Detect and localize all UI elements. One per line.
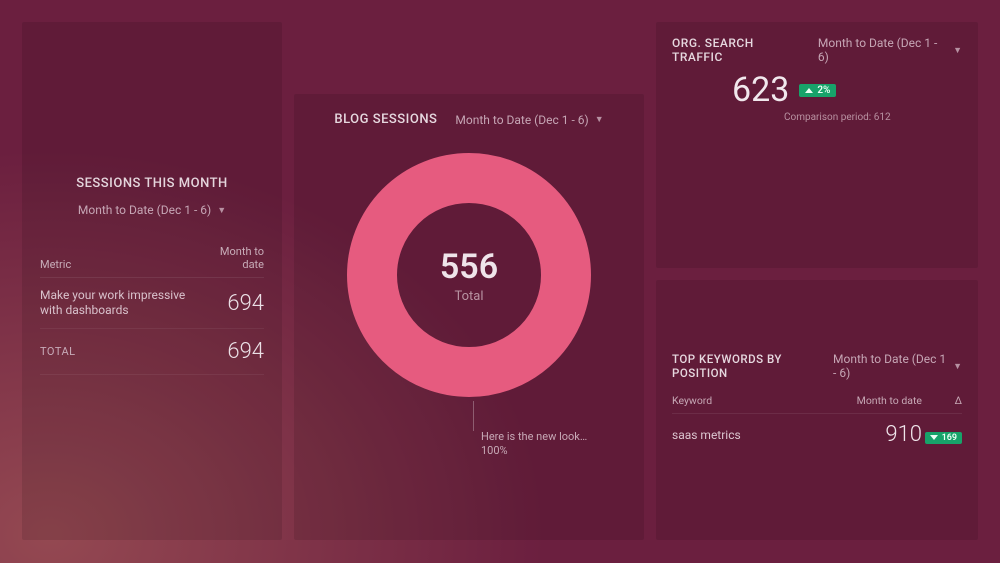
- keyword-label: saas metrics: [672, 428, 822, 442]
- row-label: Make your work impressive with dashboard…: [40, 288, 190, 318]
- callout-percent: 100%: [481, 444, 587, 458]
- chevron-down-icon: ▼: [217, 205, 226, 216]
- panel-top-keywords: TOP KEYWORDS BY POSITION Month to Date (…: [656, 280, 978, 540]
- org-daterange-picker[interactable]: Month to Date (Dec 1 - 6) ▼: [818, 36, 962, 64]
- sessions-daterange-picker[interactable]: Month to Date (Dec 1 - 6) ▼: [78, 203, 226, 217]
- blog-donut-chart: 556 Total Here is the new look… 100%: [339, 145, 599, 405]
- org-value: 623: [732, 70, 789, 110]
- blog-title: BLOG SESSIONS: [334, 112, 437, 127]
- col-delta: Δ: [922, 394, 962, 407]
- keywords-table-header: Keyword Month to date Δ: [672, 394, 962, 414]
- col-metric: Metric: [40, 258, 71, 271]
- total-label: TOTAL: [40, 345, 76, 359]
- triangle-down-icon: [930, 435, 938, 440]
- chevron-down-icon: ▼: [595, 114, 604, 125]
- donut-callout-line: [473, 401, 474, 431]
- col-keyword: Keyword: [672, 394, 822, 407]
- table-row-total: TOTAL 694: [40, 329, 264, 375]
- donut-callout: Here is the new look… 100%: [481, 430, 587, 459]
- col-month-to-date: Month to date: [204, 246, 264, 271]
- table-row: Make your work impressive with dashboard…: [40, 278, 264, 329]
- row-value: 694: [227, 291, 264, 316]
- sessions-table-header: Metric Month to date: [40, 246, 264, 278]
- daterange-label: Month to Date (Dec 1 - 6): [455, 113, 588, 127]
- donut-center: 556 Total: [339, 145, 599, 405]
- panel-org-search-traffic: ORG. SEARCH TRAFFIC Month to Date (Dec 1…: [656, 22, 978, 268]
- org-delta-badge: 2%: [799, 84, 836, 97]
- panel-blog-sessions: BLOG SESSIONS Month to Date (Dec 1 - 6) …: [294, 94, 644, 540]
- daterange-label: Month to Date (Dec 1 - 6): [833, 352, 947, 380]
- total-value: 694: [227, 339, 264, 364]
- keyword-value: 910: [822, 422, 922, 447]
- table-row: saas metrics 910 169: [672, 414, 962, 455]
- org-delta-text: 2%: [817, 85, 830, 96]
- donut-center-value: 556: [440, 247, 498, 287]
- blog-daterange-picker[interactable]: Month to Date (Dec 1 - 6) ▼: [455, 113, 603, 127]
- donut-center-label: Total: [454, 289, 483, 304]
- daterange-label: Month to Date (Dec 1 - 6): [78, 203, 211, 217]
- keywords-title: TOP KEYWORDS BY POSITION: [672, 352, 819, 380]
- keywords-daterange-picker[interactable]: Month to Date (Dec 1 - 6) ▼: [833, 352, 962, 380]
- daterange-label: Month to Date (Dec 1 - 6): [818, 36, 947, 64]
- triangle-up-icon: [805, 88, 813, 93]
- callout-label: Here is the new look…: [481, 430, 587, 444]
- keyword-delta-badge: 169: [925, 432, 962, 444]
- org-comparison-label: Comparison period: 612: [784, 112, 962, 123]
- org-title: ORG. SEARCH TRAFFIC: [672, 36, 804, 64]
- sessions-title: SESSIONS THIS MONTH: [40, 176, 264, 191]
- chevron-down-icon: ▼: [953, 45, 962, 56]
- col-mtd: Month to date: [822, 394, 922, 407]
- keyword-delta-text: 169: [942, 433, 957, 443]
- panel-sessions-this-month: SESSIONS THIS MONTH Month to Date (Dec 1…: [22, 22, 282, 540]
- chevron-down-icon: ▼: [953, 361, 962, 372]
